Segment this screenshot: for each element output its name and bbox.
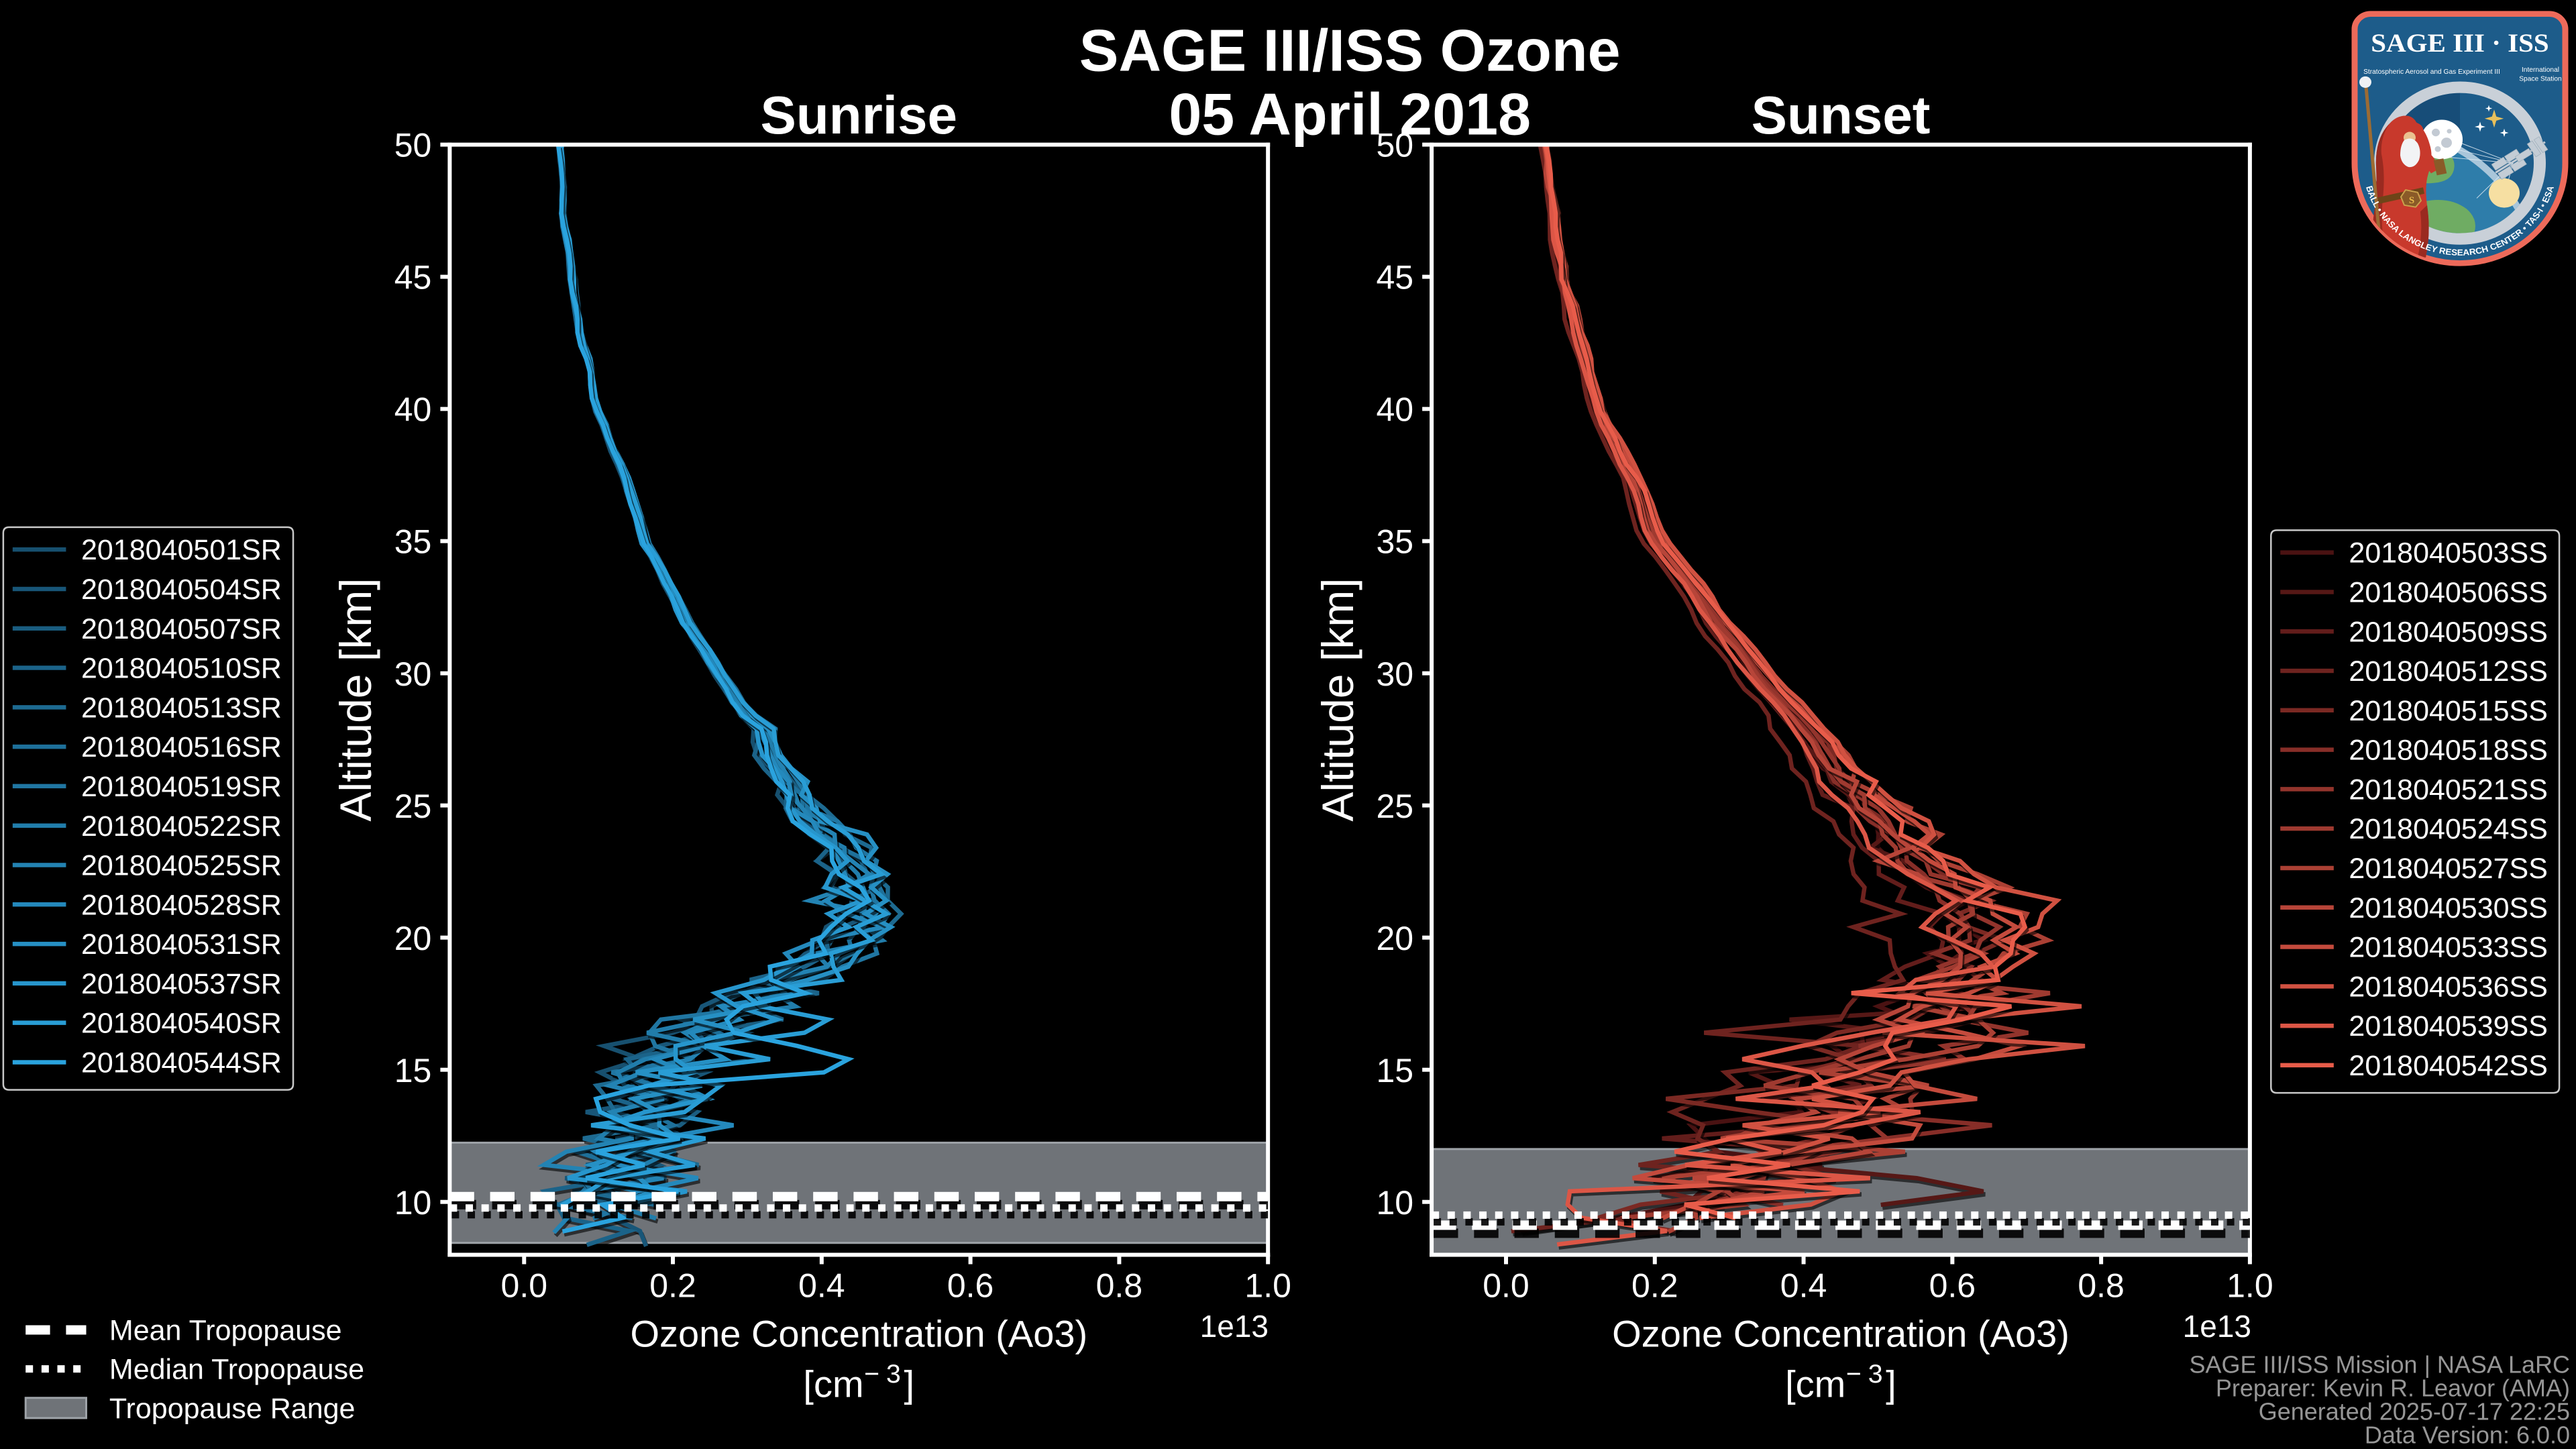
svg-text:2018040516SR: 2018040516SR <box>81 731 282 763</box>
svg-text:2018040537SR: 2018040537SR <box>81 968 282 1000</box>
svg-text:Ozone Concentration (Ao3): Ozone Concentration (Ao3) <box>630 1313 1087 1355</box>
svg-text:15: 15 <box>394 1052 432 1089</box>
svg-text:25: 25 <box>1376 788 1413 825</box>
svg-text:2018040542SS: 2018040542SS <box>2349 1050 2548 1082</box>
svg-text:International: International <box>2522 66 2559 74</box>
svg-text:Median Tropopause: Median Tropopause <box>109 1354 364 1386</box>
svg-text:50: 50 <box>1376 127 1413 164</box>
svg-text:2018040512SS: 2018040512SS <box>2349 655 2548 688</box>
svg-text:S: S <box>2409 195 2414 206</box>
svg-text:Space Station: Space Station <box>2519 76 2561 83</box>
svg-text:Data Version: 6.0.0: Data Version: 6.0.0 <box>2365 1421 2570 1448</box>
svg-text:SAGE III · ISS: SAGE III · ISS <box>2371 28 2548 58</box>
svg-text:30: 30 <box>394 655 432 693</box>
svg-text:35: 35 <box>394 523 432 561</box>
svg-text:[ c m ]: [ c m ] − 3 <box>1785 1360 1899 1405</box>
svg-text:SAGE III/ISS Mission | NASA La: SAGE III/ISS Mission | NASA LaRC <box>2189 1350 2570 1378</box>
svg-text:50: 50 <box>394 127 432 164</box>
svg-text:2018040527SS: 2018040527SS <box>2349 853 2548 885</box>
svg-text:2018040525SR: 2018040525SR <box>81 850 282 882</box>
svg-text:0.6: 0.6 <box>947 1267 994 1305</box>
svg-text:Mean Tropopause: Mean Tropopause <box>109 1315 342 1347</box>
svg-text:20: 20 <box>394 920 432 957</box>
svg-text:2018040507SR: 2018040507SR <box>81 613 282 645</box>
svg-text:0.4: 0.4 <box>1780 1267 1827 1305</box>
svg-text:0.0: 0.0 <box>501 1267 548 1305</box>
svg-text:2018040528SR: 2018040528SR <box>81 889 282 921</box>
svg-text:2018040531SR: 2018040531SR <box>81 928 282 961</box>
svg-text:0.2: 0.2 <box>649 1267 696 1305</box>
svg-text:20: 20 <box>1376 920 1413 957</box>
svg-text:0.2: 0.2 <box>1631 1267 1678 1305</box>
svg-text:2018040515SS: 2018040515SS <box>2349 695 2548 727</box>
svg-text:05 April 2018: 05 April 2018 <box>1169 81 1531 148</box>
svg-text:2018040530SS: 2018040530SS <box>2349 892 2548 924</box>
svg-text:10: 10 <box>394 1184 432 1222</box>
svg-text:Stratospheric Aerosol and Gas: Stratospheric Aerosol and Gas Experiment… <box>2363 68 2500 76</box>
svg-text:2018040522SR: 2018040522SR <box>81 810 282 843</box>
svg-text:2018040504SR: 2018040504SR <box>81 574 282 606</box>
svg-text:45: 45 <box>1376 259 1413 297</box>
svg-text:2018040501SR: 2018040501SR <box>81 534 282 566</box>
svg-text:2018040509SS: 2018040509SS <box>2349 616 2548 648</box>
svg-text:Ozone Concentration (Ao3): Ozone Concentration (Ao3) <box>1612 1313 2070 1355</box>
svg-text:Altitude [km]: Altitude [km] <box>1313 578 1362 821</box>
svg-text:2018040539SS: 2018040539SS <box>2349 1010 2548 1042</box>
svg-text:2018040503SS: 2018040503SS <box>2349 537 2548 570</box>
svg-text:1.0: 1.0 <box>1244 1267 1291 1305</box>
svg-text:45: 45 <box>394 259 432 297</box>
svg-text:30: 30 <box>1376 655 1413 693</box>
svg-text:40: 40 <box>1376 391 1413 429</box>
svg-text:2018040519SR: 2018040519SR <box>81 771 282 803</box>
svg-text:2018040536SS: 2018040536SS <box>2349 971 2548 1003</box>
svg-text:Sunset: Sunset <box>1752 85 1931 145</box>
svg-text:Preparer: Kevin R. Leavor (AMA: Preparer: Kevin R. Leavor (AMA) <box>2216 1374 2570 1401</box>
svg-text:0.8: 0.8 <box>1096 1267 1143 1305</box>
svg-text:15: 15 <box>1376 1052 1413 1089</box>
svg-text:Tropopause Range: Tropopause Range <box>109 1393 356 1425</box>
svg-text:1.0: 1.0 <box>2226 1267 2273 1305</box>
svg-text:2018040533SS: 2018040533SS <box>2349 932 2548 964</box>
svg-text:0.6: 0.6 <box>1929 1267 1976 1305</box>
svg-text:1e13: 1e13 <box>1200 1309 1269 1344</box>
svg-text:2018040506SS: 2018040506SS <box>2349 576 2548 608</box>
svg-text:2018040521SS: 2018040521SS <box>2349 773 2548 806</box>
svg-text:2018040544SR: 2018040544SR <box>81 1046 282 1079</box>
svg-text:1e13: 1e13 <box>2183 1309 2251 1344</box>
svg-text:Sunrise: Sunrise <box>761 85 957 145</box>
svg-text:35: 35 <box>1376 523 1413 561</box>
svg-text:2018040524SS: 2018040524SS <box>2349 813 2548 845</box>
svg-text:10: 10 <box>1376 1184 1413 1222</box>
svg-text:SAGE III/ISS Ozone: SAGE III/ISS Ozone <box>1079 17 1621 83</box>
svg-text:40: 40 <box>394 391 432 429</box>
svg-text:[ c m ]: [ c m ] − 3 <box>803 1360 917 1405</box>
svg-text:2018040510SR: 2018040510SR <box>81 653 282 685</box>
svg-text:2018040540SR: 2018040540SR <box>81 1008 282 1040</box>
svg-text:Altitude [km]: Altitude [km] <box>331 578 380 821</box>
svg-text:0.8: 0.8 <box>2078 1267 2125 1305</box>
svg-text:25: 25 <box>394 788 432 825</box>
svg-text:Generated 2025-07-17 22:25: Generated 2025-07-17 22:25 <box>2259 1397 2570 1425</box>
svg-text:0.4: 0.4 <box>798 1267 845 1305</box>
svg-text:2018040518SS: 2018040518SS <box>2349 735 2548 767</box>
svg-text:0.0: 0.0 <box>1483 1267 1529 1305</box>
svg-text:2018040513SR: 2018040513SR <box>81 692 282 724</box>
